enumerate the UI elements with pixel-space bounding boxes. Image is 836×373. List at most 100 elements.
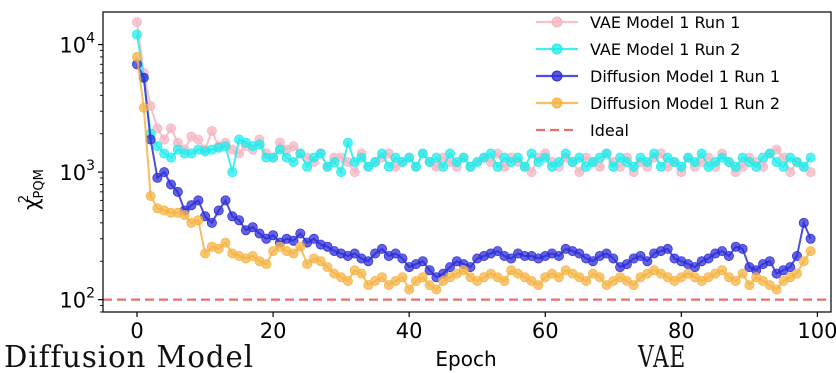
legend-item: Diffusion Model 1 Run 2 <box>536 94 780 113</box>
data-point <box>553 156 564 167</box>
data-point <box>526 148 537 159</box>
series-3 <box>131 59 816 283</box>
x-tick-label: 80 <box>668 319 695 343</box>
data-point <box>805 152 816 163</box>
caption-diffusion: Diffusion Model <box>4 340 254 373</box>
legend-label: Ideal <box>590 121 629 140</box>
data-point <box>513 152 524 163</box>
data-point <box>526 167 537 178</box>
data-point <box>737 268 748 279</box>
data-point <box>696 148 707 159</box>
data-point <box>723 250 734 261</box>
data-point <box>288 235 299 246</box>
data-point <box>159 134 170 145</box>
data-point <box>268 152 279 163</box>
legend-item: Diffusion Model 1 Run 1 <box>536 67 780 86</box>
data-point <box>376 272 387 283</box>
series-layer <box>131 17 816 295</box>
data-point <box>764 148 775 159</box>
data-point <box>785 167 796 178</box>
data-point <box>342 137 353 148</box>
data-point <box>594 272 605 283</box>
data-point <box>376 148 387 159</box>
data-point <box>152 172 163 183</box>
data-point <box>805 167 816 178</box>
data-point <box>676 161 687 172</box>
data-point <box>533 280 544 291</box>
data-point <box>621 156 632 167</box>
legend-item: VAE Model 1 Run 2 <box>536 40 740 59</box>
data-point <box>308 233 319 244</box>
data-point <box>771 284 782 295</box>
x-tick-label: 20 <box>260 319 287 343</box>
data-point <box>193 195 204 206</box>
data-point <box>492 161 503 172</box>
data-point <box>574 152 585 163</box>
data-point <box>349 167 360 178</box>
data-point <box>689 156 700 167</box>
data-point <box>404 284 415 295</box>
caption-vae: VAE <box>637 340 686 373</box>
data-point <box>553 272 564 283</box>
data-point <box>186 200 197 211</box>
data-point <box>798 256 809 267</box>
data-point <box>302 259 313 270</box>
data-point <box>581 275 592 286</box>
data-point <box>254 139 265 150</box>
data-point <box>213 243 224 254</box>
data-point <box>730 161 741 172</box>
data-point <box>574 248 585 259</box>
data-point <box>703 161 714 172</box>
data-point <box>792 250 803 261</box>
data-point <box>213 205 224 216</box>
data-point <box>363 161 374 172</box>
data-point <box>247 250 258 261</box>
data-point <box>587 256 598 267</box>
data-point <box>744 280 755 291</box>
data-point <box>131 51 142 62</box>
data-point <box>159 167 170 178</box>
data-point <box>458 265 469 276</box>
data-point <box>138 102 149 113</box>
data-point <box>703 253 714 264</box>
data-point <box>131 29 142 40</box>
data-point <box>805 246 816 257</box>
series-2 <box>131 29 816 178</box>
data-point <box>336 167 347 178</box>
data-point <box>356 152 367 163</box>
data-point <box>370 156 381 167</box>
data-point <box>642 256 653 267</box>
data-point <box>431 152 442 163</box>
data-point <box>771 156 782 167</box>
legend-label: Diffusion Model 1 Run 1 <box>590 67 780 86</box>
data-point <box>764 256 775 267</box>
legend-marker <box>551 16 563 28</box>
data-point <box>193 215 204 226</box>
data-point <box>274 144 285 155</box>
data-point <box>499 275 510 286</box>
data-point <box>356 268 367 279</box>
data-point <box>342 275 353 286</box>
y-axis-label: χPQM2 <box>17 169 47 210</box>
data-point <box>621 259 632 270</box>
data-point <box>363 256 374 267</box>
plot-frame <box>102 11 832 313</box>
data-point <box>206 217 217 228</box>
data-point <box>485 148 496 159</box>
data-point <box>717 246 728 257</box>
data-point <box>628 161 639 172</box>
data-point <box>424 265 435 276</box>
data-point <box>730 275 741 286</box>
data-point <box>737 243 748 254</box>
data-point <box>792 156 803 167</box>
data-point <box>220 141 231 152</box>
data-point <box>322 161 333 172</box>
data-point <box>601 148 612 159</box>
data-point <box>302 161 313 172</box>
data-point <box>655 161 666 172</box>
data-point <box>254 228 265 239</box>
data-point <box>649 148 660 159</box>
series-4 <box>131 51 816 295</box>
data-point <box>689 262 700 273</box>
data-point <box>227 167 238 178</box>
